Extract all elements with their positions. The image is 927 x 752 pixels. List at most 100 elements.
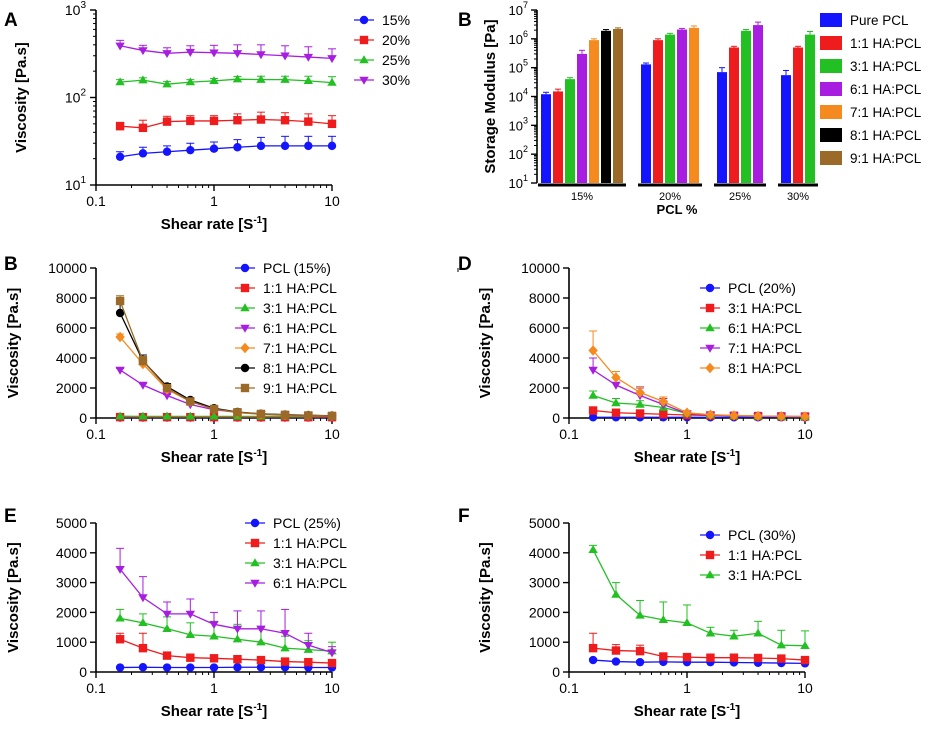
- y-tick-base: 10: [509, 61, 523, 76]
- data-point: [256, 409, 266, 419]
- series-1-1-ha-pcl: [115, 632, 337, 668]
- group-label: 30%: [787, 191, 809, 203]
- data-point: [588, 366, 598, 375]
- legend-item: 3:1 HA:PCL: [820, 59, 922, 74]
- bar: [689, 27, 699, 183]
- series-30-: [115, 39, 337, 64]
- data-point: [209, 144, 219, 153]
- data-point: [232, 74, 243, 83]
- data-point: [659, 410, 668, 419]
- y-tick-exponent: 3: [523, 115, 528, 125]
- legend-item: 8:1 HA:PCL: [235, 360, 337, 376]
- bar: [753, 25, 763, 183]
- data-point: [588, 413, 598, 422]
- legend-item: 6:1 HA:PCL: [700, 320, 802, 336]
- legend-marker: [705, 283, 715, 293]
- data-point: [280, 630, 290, 638]
- data-point: [115, 565, 125, 574]
- data-point: [659, 652, 668, 661]
- legend-item: 25%: [354, 52, 410, 68]
- data-point: [138, 618, 148, 627]
- data-point: [729, 410, 739, 421]
- data-point: [162, 411, 172, 420]
- bar: [565, 79, 575, 183]
- legend-label: 9:1 HA:PCL: [850, 151, 922, 166]
- legend-label: PCL (30%): [728, 527, 796, 543]
- x-axis-title-end: ]: [735, 703, 740, 720]
- series-line: [592, 549, 806, 647]
- legend-label: 20%: [382, 32, 410, 48]
- y-tick-label: 4000: [529, 545, 560, 561]
- data-point: [138, 643, 148, 653]
- legend-marker: [359, 76, 369, 85]
- x-tick-label: 10: [324, 193, 340, 209]
- bar: [729, 47, 739, 183]
- legend-marker: [705, 323, 715, 332]
- data-point: [162, 117, 172, 126]
- legend-swatch: [820, 105, 842, 119]
- y-tick-label: 5000: [529, 515, 560, 531]
- y-tick-label: 0: [552, 664, 560, 680]
- x-axis-title-sup: -1: [253, 702, 262, 713]
- data-point: [304, 411, 313, 420]
- data-point: [327, 119, 337, 129]
- data-point: [138, 75, 148, 84]
- data-point: [209, 621, 219, 630]
- bar: [541, 94, 551, 183]
- group-label: 20%: [659, 191, 681, 203]
- data-point: [256, 51, 266, 60]
- legend-item: 7:1 HA:PCL: [235, 340, 337, 356]
- legend-marker: [705, 344, 715, 353]
- legend-swatch: [820, 151, 842, 165]
- data-point: [753, 628, 763, 637]
- panel-label: D: [458, 254, 472, 275]
- x-tick-label: 1: [210, 426, 218, 442]
- legend-label: 15%: [382, 12, 410, 28]
- data-point: [280, 643, 290, 652]
- data-point: [138, 356, 148, 366]
- data-point: [303, 641, 314, 650]
- legend-label: 1:1 HA:PCL: [728, 547, 802, 563]
- legend-label: 8:1 HA:PCL: [263, 360, 337, 376]
- bar: [741, 30, 751, 183]
- y-tick-label: 4000: [56, 545, 87, 561]
- legend-item: 15%: [354, 12, 410, 28]
- panel-label: B: [458, 10, 472, 31]
- data-point: [232, 634, 243, 643]
- legend-marker: [240, 342, 250, 354]
- data-point: [729, 631, 739, 640]
- data-point: [800, 641, 810, 649]
- data-point: [705, 628, 716, 637]
- y-tick-label: 1000: [56, 634, 87, 650]
- legend-item: 9:1 HA:PCL: [820, 151, 922, 166]
- data-point: [611, 381, 621, 390]
- data-point: [138, 594, 148, 603]
- y-axis-title: Storage Modulus [Pa]: [482, 19, 499, 173]
- legend-item: 3:1 HA:PCL: [700, 300, 802, 316]
- data-point: [635, 657, 645, 667]
- data-point: [658, 396, 669, 407]
- panel-label: A: [4, 10, 18, 31]
- series-line: [119, 145, 332, 158]
- y-tick-base: 10: [509, 3, 523, 18]
- legend-marker: [240, 303, 250, 312]
- y-tick-base: 10: [65, 177, 81, 193]
- y-tick-label: 2000: [529, 380, 560, 396]
- y-tick-label: 10000: [48, 260, 87, 276]
- data-point: [256, 655, 266, 665]
- legend-marker: [705, 303, 715, 313]
- y-tick-label: 101: [65, 175, 87, 193]
- data-point: [635, 387, 645, 398]
- y-tick-label: 102: [509, 144, 528, 162]
- data-point: [209, 116, 219, 126]
- series-pcl-25-: [115, 663, 337, 672]
- data-point: [115, 613, 125, 622]
- group-label: 25%: [729, 191, 751, 203]
- x-tick-label: 0.1: [86, 680, 106, 696]
- data-point: [729, 653, 739, 662]
- legend-marker: [250, 558, 260, 567]
- panel-label: F: [458, 506, 470, 527]
- y-tick-label: 1000: [529, 634, 560, 650]
- legend-item: 8:1 HA:PCL: [700, 360, 802, 376]
- legend-marker: [240, 263, 250, 273]
